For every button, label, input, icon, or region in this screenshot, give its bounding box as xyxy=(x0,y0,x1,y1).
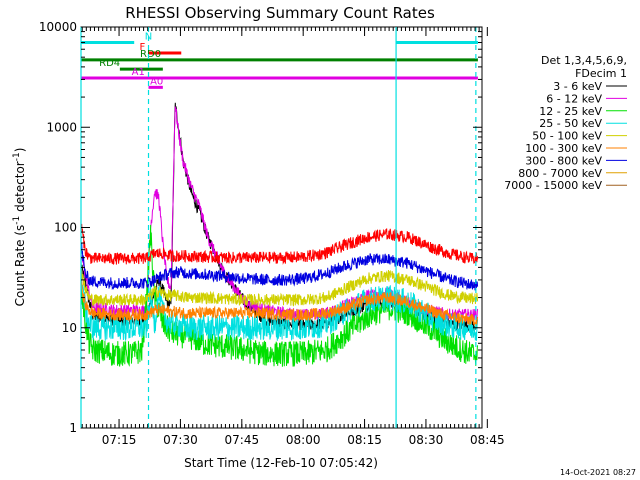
legend-label-2: 12 - 25 keV xyxy=(539,105,602,118)
y-tick-label-2: 100 xyxy=(54,221,77,235)
legend-header-line1: Det 1,3,4,5,6,9, xyxy=(541,54,627,67)
y-axis-label-sup2: -1 xyxy=(12,152,22,161)
legend-label-8: 7000 - 15000 keV xyxy=(504,179,602,192)
y-axis-label-b: detector xyxy=(13,161,27,216)
legend-label-7: 800 - 7000 keV xyxy=(518,167,602,180)
y-axis-label-a: Count Rate (s xyxy=(13,225,27,307)
legend-label-4: 50 - 100 keV xyxy=(532,130,602,143)
x-tick-label-1: 07:30 xyxy=(163,433,198,447)
y-axis-label-sup1: -1 xyxy=(12,216,22,225)
y-axis-label-c: ) xyxy=(13,148,27,153)
legend-header-line2: FDecim 1 xyxy=(575,67,627,80)
legend-label-6: 300 - 800 keV xyxy=(525,154,602,167)
series-line-6 xyxy=(80,243,479,291)
y-tick-label-3: 1000 xyxy=(46,120,77,134)
flag-label-a1: A1 xyxy=(132,67,145,78)
y-tick-label-0: 1 xyxy=(69,421,77,435)
y-ticks: 1 10 100 1000 10000 xyxy=(39,20,482,435)
series-line-5 xyxy=(80,279,479,326)
series-line-2 xyxy=(80,224,479,367)
flag-label-rd4: RD4 xyxy=(99,58,120,69)
legend-label-3: 25 - 50 keV xyxy=(539,117,602,130)
flag-label-rd0: RD0 xyxy=(140,49,161,60)
y-tick-label-4: 10000 xyxy=(39,20,77,34)
y-axis-label: Count Rate (s-1 detector-1) xyxy=(12,148,27,307)
series-line-3 xyxy=(80,257,479,342)
footer-timestamp: 14-Oct-2021 08:27 xyxy=(560,468,636,477)
y-tick-label-1: 10 xyxy=(62,321,77,335)
series-line-9 xyxy=(80,223,479,265)
chart-title: RHESSI Observing Summary Count Rates xyxy=(125,4,435,22)
legend-label-5: 100 - 300 keV xyxy=(525,142,602,155)
flag-label-a0: A0 xyxy=(150,76,163,87)
flag-label-f: F xyxy=(139,42,145,53)
x-tick-label-0: 07:15 xyxy=(102,433,137,447)
legend-label-0: 3 - 6 keV xyxy=(553,80,602,93)
x-axis-label: Start Time (12-Feb-10 07:05:42) xyxy=(184,456,378,470)
legend-label-1: 6 - 12 keV xyxy=(546,92,602,105)
x-tick-label-6: 08:45 xyxy=(470,433,505,447)
plot-frame xyxy=(80,26,483,429)
series-line-4 xyxy=(80,263,479,308)
flags-layer: NFRD0RD4A1A0 xyxy=(81,32,478,89)
x-tick-label-3: 08:00 xyxy=(286,433,321,447)
x-tick-label-4: 08:15 xyxy=(347,433,382,447)
x-tick-label-5: 08:30 xyxy=(409,433,444,447)
x-ticks: 07:15 07:30 07:45 08:00 08:15 08:30 08:45 xyxy=(81,27,505,447)
vlines-layer xyxy=(80,27,477,428)
x-tick-label-2: 07:45 xyxy=(225,433,260,447)
data-layer xyxy=(80,102,479,367)
